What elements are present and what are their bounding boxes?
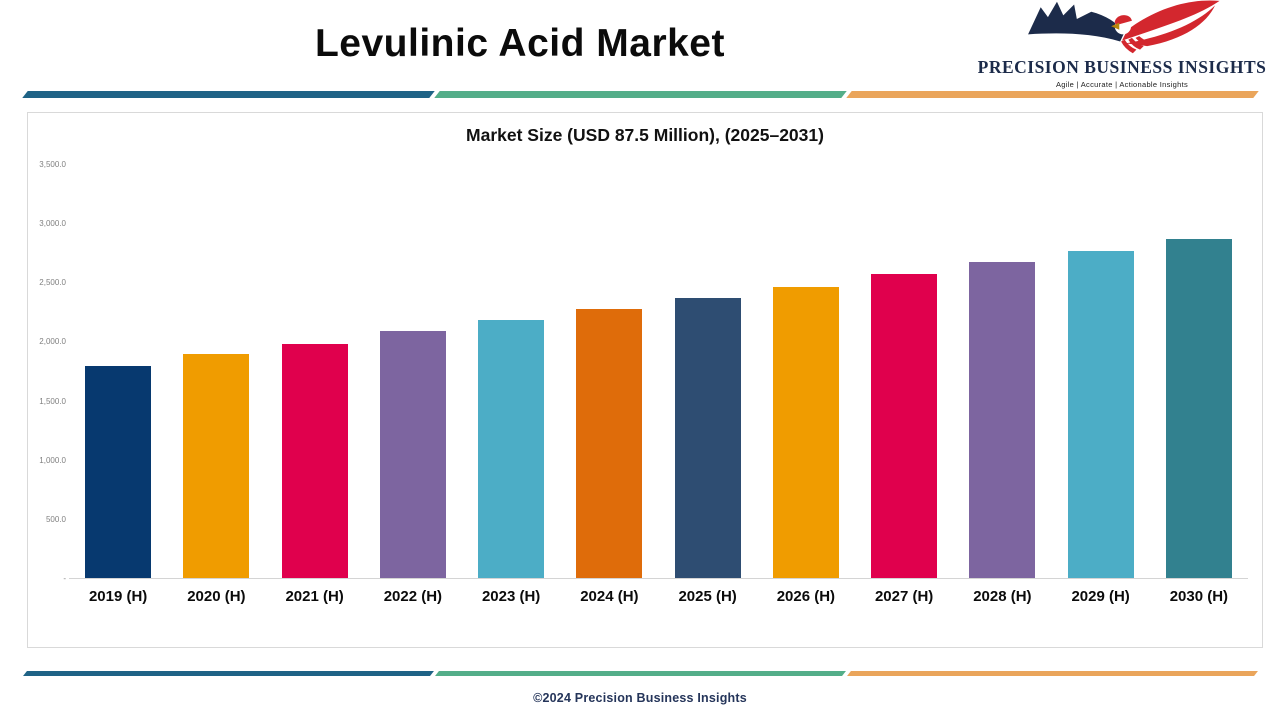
footer-copyright: ©2024 Precision Business Insights xyxy=(533,691,747,705)
x-axis-label: 2019 (H) xyxy=(88,588,148,605)
y-tick-label: 2,500.0 xyxy=(39,278,66,288)
bar-slot: 2020 (H) xyxy=(167,165,265,605)
chart-title: Market Size (USD 87.5 Million), (2025–20… xyxy=(466,125,824,145)
divider-segment-green xyxy=(435,671,846,676)
x-axis-label: 2026 (H) xyxy=(776,588,836,605)
y-axis: 3,500.0 3,000.0 2,500.0 2,000.0 1,500.0 1,000… xyxy=(28,113,66,647)
x-axis-label: 2025 (H) xyxy=(678,588,737,605)
bar-2022-h xyxy=(379,331,446,578)
bar-2025-h xyxy=(674,297,741,578)
divider-segment-blue xyxy=(23,671,434,676)
bar-2029-h xyxy=(1067,251,1134,578)
divider-segment-orange xyxy=(846,91,1259,98)
y-tick-label: 1,000.0 xyxy=(39,455,66,465)
bar-slot: 2023 (H) xyxy=(462,165,560,605)
top-divider xyxy=(22,91,1259,98)
bar-2020-h xyxy=(183,353,250,578)
bar-slot: 2028 (H) xyxy=(953,165,1051,605)
bar-2019-h xyxy=(85,365,152,578)
bar-slot: 2026 (H) xyxy=(757,165,855,605)
y-tick-label: 500.0 xyxy=(45,514,66,524)
bar-slot: 2029 (H) xyxy=(1052,165,1150,605)
x-axis-label: 2030 (H) xyxy=(1169,588,1229,605)
bar-2026-h xyxy=(772,287,839,578)
bar-2023-h xyxy=(478,320,545,578)
bar-2021-h xyxy=(281,343,348,578)
x-axis-label: 2029 (H) xyxy=(1071,588,1130,605)
x-axis-label: 2020 (H) xyxy=(187,588,246,605)
x-axis-label: 2024 (H) xyxy=(580,588,639,605)
bar-2027-h xyxy=(871,274,938,578)
bar-2024-h xyxy=(576,308,643,578)
bar-2030-h xyxy=(1165,239,1232,578)
x-axis-label: 2023 (H) xyxy=(481,588,541,605)
bar-slot: 2022 (H) xyxy=(364,165,462,605)
bar-slot: 2024 (H) xyxy=(560,165,658,605)
page-title: Levulinic Acid Market xyxy=(314,22,725,65)
x-axis-label: 2028 (H) xyxy=(973,588,1032,605)
bar-slot: 2027 (H) xyxy=(855,165,953,605)
company-logo: PRECISION BUSINESS INSIGHTS Agile | Accu… xyxy=(972,0,1272,89)
y-tick-label: 3,500.0 xyxy=(39,160,66,169)
eagle-logo-icon xyxy=(972,0,1272,56)
x-axis-label: 2027 (H) xyxy=(874,588,934,605)
bar-slot: 2030 (H) xyxy=(1150,165,1248,605)
y-tick-label: 2,000.0 xyxy=(39,337,66,347)
logo-tagline: Agile | Accurate | Actionable Insights xyxy=(1055,80,1189,89)
logo-name: PRECISION BUSINESS INSIGHTS xyxy=(977,57,1267,77)
chart-panel: Market Size (USD 87.5 Million), (2025–20… xyxy=(27,112,1263,648)
y-tick-label: - xyxy=(63,574,66,583)
x-axis-label: 2022 (H) xyxy=(383,588,443,605)
bar-slot: 2025 (H) xyxy=(659,165,757,605)
divider-segment-blue xyxy=(22,91,435,98)
divider-segment-green xyxy=(434,91,847,98)
plot-area: 2019 (H) 2020 (H) 2021 (H) 2022 (H) 2023 (H)… xyxy=(69,165,1248,605)
bar-slot: 2019 (H) xyxy=(69,165,167,605)
divider-segment-orange xyxy=(847,671,1258,676)
x-axis-label: 2021 (H) xyxy=(285,588,344,605)
y-tick-label: 3,000.0 xyxy=(39,219,66,229)
y-tick-label: 1,500.0 xyxy=(39,396,66,406)
bar-slot: 2021 (H) xyxy=(266,165,364,605)
bar-2028-h xyxy=(969,262,1036,578)
bottom-divider xyxy=(23,671,1258,676)
